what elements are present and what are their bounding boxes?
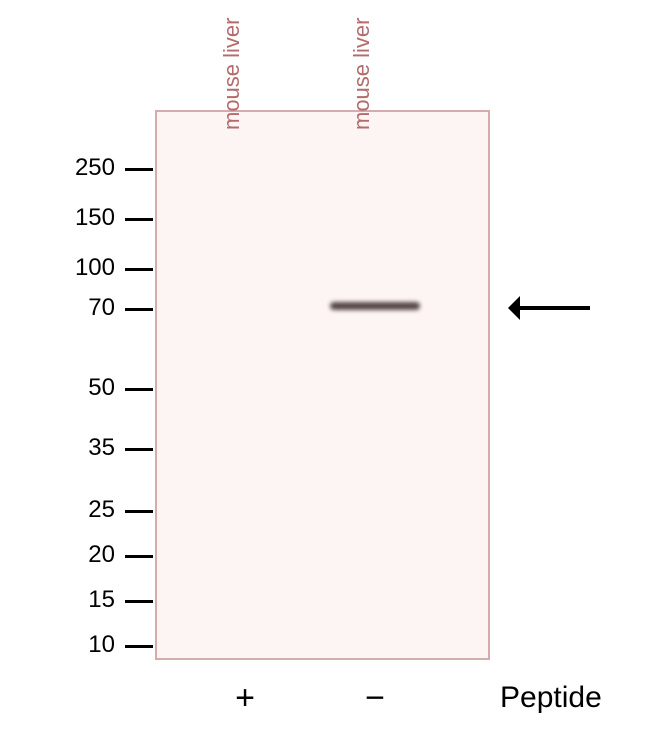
peptide-plus: + (225, 679, 265, 718)
mw-label: 70 (88, 294, 115, 322)
peptide-minus: − (355, 679, 395, 718)
arrow-head-icon (508, 296, 520, 320)
mw-label: 150 (75, 204, 115, 232)
peptide-label: Peptide (500, 681, 602, 715)
mw-label: 35 (88, 434, 115, 462)
mw-label: 20 (88, 541, 115, 569)
western-blot-figure: mouse liver mouse liver 250 150 100 70 50 35 25… (0, 0, 650, 738)
mw-label: 10 (88, 631, 115, 659)
mw-label: 100 (75, 254, 115, 282)
mw-label: 250 (75, 154, 115, 182)
mw-tick (125, 218, 153, 221)
mw-tick (125, 448, 153, 451)
mw-tick (125, 600, 153, 603)
mw-tick (125, 268, 153, 271)
lane-label: mouse liver (349, 18, 375, 130)
arrow-shaft (520, 306, 590, 310)
lane-label: mouse liver (219, 18, 245, 130)
mw-tick (125, 388, 153, 391)
mw-label: 15 (88, 586, 115, 614)
blot-membrane (155, 110, 490, 660)
mw-tick (125, 645, 153, 648)
mw-tick (125, 308, 153, 311)
mw-label: 25 (88, 496, 115, 524)
mw-tick (125, 168, 153, 171)
detected-band (330, 302, 420, 310)
mw-tick (125, 555, 153, 558)
mw-tick (125, 510, 153, 513)
mw-label: 50 (88, 374, 115, 402)
